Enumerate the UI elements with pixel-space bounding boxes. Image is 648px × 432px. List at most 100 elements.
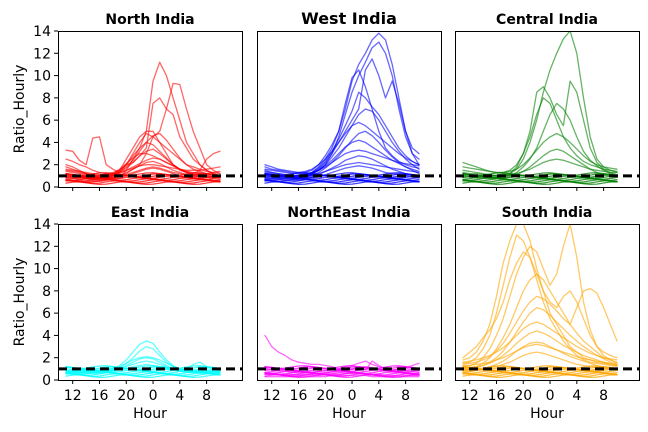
series-line-4	[264, 91, 420, 177]
y-tick-label: 2	[42, 158, 51, 174]
y-tick-label: 12	[33, 239, 51, 255]
series-band-line-9	[264, 365, 420, 370]
panel-title: East India	[111, 205, 189, 221]
axes-frame	[455, 31, 640, 188]
y-tick-label: 8	[42, 284, 51, 300]
x-tick-label: 0	[546, 388, 555, 404]
x-tick-label: 8	[401, 388, 410, 404]
y-tick-label: 4	[42, 328, 51, 344]
series-band-line-2	[462, 372, 618, 377]
plot-area	[455, 31, 639, 186]
series-line-0	[264, 32, 420, 177]
series-line-12	[65, 164, 221, 176]
series-band-line-9	[264, 172, 420, 177]
x-tick-label: 0	[149, 388, 158, 404]
series-line-4	[462, 273, 618, 370]
x-tick-label: 0	[348, 388, 357, 404]
x-tick-label: 4	[374, 388, 383, 404]
axes-frame	[257, 31, 442, 188]
y-axis-label: Ratio_Hourly	[12, 65, 28, 154]
axes-frame	[58, 31, 243, 188]
plot-area	[257, 334, 441, 379]
series-line-0	[462, 31, 618, 177]
series-line-10	[264, 155, 420, 180]
panel-central-india: Central India	[455, 12, 640, 191]
y-tick-label: 10	[33, 69, 51, 85]
y-axis-label: Ratio_Hourly	[12, 258, 28, 347]
plot-area	[257, 32, 441, 186]
series-band-line-1	[65, 373, 221, 378]
panel-title: Central India	[496, 12, 598, 28]
series-band-line-1	[462, 373, 618, 378]
panel-east-india: East India 0 2 4 6 8 10 12 14 Ratio_Hourly 12 16 20 0…	[12, 205, 243, 422]
plot-area	[455, 224, 639, 379]
plot-area	[58, 61, 242, 186]
x-tick-label: 8	[202, 388, 211, 404]
series-line-8	[462, 330, 618, 369]
series-line-3	[264, 69, 420, 174]
series-line-2	[462, 97, 618, 174]
axes-frame	[257, 224, 442, 381]
x-tick-label: 12	[263, 388, 281, 404]
series-band-line-2	[65, 179, 221, 184]
y-tick-label: 4	[42, 135, 51, 151]
series-band-line-2	[462, 179, 618, 184]
x-tick-label: 8	[599, 388, 608, 404]
series-band-line-2	[264, 372, 420, 377]
series-line-5	[462, 287, 618, 366]
panel-title: West India	[301, 9, 397, 28]
series-line-7	[462, 321, 618, 363]
series-band-line-1	[65, 180, 221, 185]
series-line-4	[462, 132, 618, 174]
series-band-line-2	[65, 372, 221, 377]
x-tick-label: 12	[64, 388, 82, 404]
y-tick-label: 8	[42, 91, 51, 107]
y-tick-label: 6	[42, 306, 51, 322]
panel-south-india: South India 12 16 20 0 4 8 Hour	[455, 205, 640, 422]
y-tick-label: 14	[33, 217, 51, 233]
series-band-line-1	[264, 373, 420, 378]
y-tick-label: 2	[42, 351, 51, 367]
series-line-3	[462, 102, 618, 179]
x-tick-label: 4	[175, 388, 184, 404]
x-axis-label: Hour	[133, 406, 167, 422]
series-band-line-1	[264, 180, 420, 185]
x-tick-label: 20	[316, 388, 334, 404]
y-tick-label: 0	[42, 373, 51, 389]
x-tick-label: 12	[461, 388, 479, 404]
panel-north-india: North India 0 2 4 6 8 10 12 14 Ratio_Hourly	[12, 12, 243, 196]
series-band-line-1	[462, 180, 618, 185]
panel-title: North India	[105, 12, 194, 28]
series-band-line-9	[462, 365, 618, 370]
x-tick-label: 16	[290, 388, 308, 404]
series-band-line-9	[65, 365, 221, 370]
series-line-6	[264, 121, 420, 174]
series-line-9	[264, 149, 420, 175]
x-tick-label: 16	[488, 388, 506, 404]
y-tick-label: 10	[33, 262, 51, 278]
x-tick-label: 20	[117, 388, 135, 404]
series-line-4	[65, 132, 221, 175]
series-line-3	[462, 251, 618, 359]
series-line-2	[462, 224, 618, 368]
y-tick-label: 12	[33, 46, 51, 62]
panel-title: NorthEast India	[287, 205, 410, 221]
panel-title: South India	[502, 205, 593, 221]
series-line-0	[65, 97, 221, 177]
x-axis-label: Hour	[530, 406, 564, 422]
panel-northeast-india: NorthEast India 12 16 20 0 4 8 Hour	[257, 205, 442, 422]
series-line-1	[264, 41, 420, 178]
x-axis-label: Hour	[332, 406, 366, 422]
series-line-1	[65, 61, 221, 179]
y-tick-label: 0	[42, 180, 51, 196]
series-line-1	[462, 234, 618, 368]
axes-frame	[455, 224, 640, 381]
series-band-line-9	[462, 172, 618, 177]
series-band-line-9	[65, 172, 221, 177]
plot-area	[58, 340, 242, 379]
panel-west-india: West India	[257, 9, 442, 191]
x-tick-label: 4	[572, 388, 581, 404]
series-line-10	[462, 343, 618, 367]
x-tick-label: 16	[91, 388, 109, 404]
